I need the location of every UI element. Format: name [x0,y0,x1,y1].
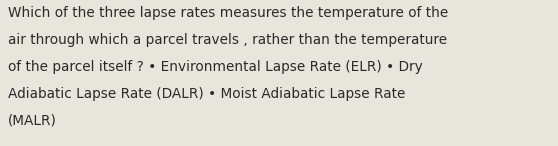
Text: Adiabatic Lapse Rate (DALR) • Moist Adiabatic Lapse Rate: Adiabatic Lapse Rate (DALR) • Moist Adia… [8,87,406,101]
Text: Which of the three lapse rates measures the temperature of the: Which of the three lapse rates measures … [8,6,449,20]
Text: of the parcel itself ? • Environmental Lapse Rate (ELR) • Dry: of the parcel itself ? • Environmental L… [8,60,423,74]
Text: (MALR): (MALR) [8,114,57,128]
Text: air through which a parcel travels , rather than the temperature: air through which a parcel travels , rat… [8,33,448,47]
